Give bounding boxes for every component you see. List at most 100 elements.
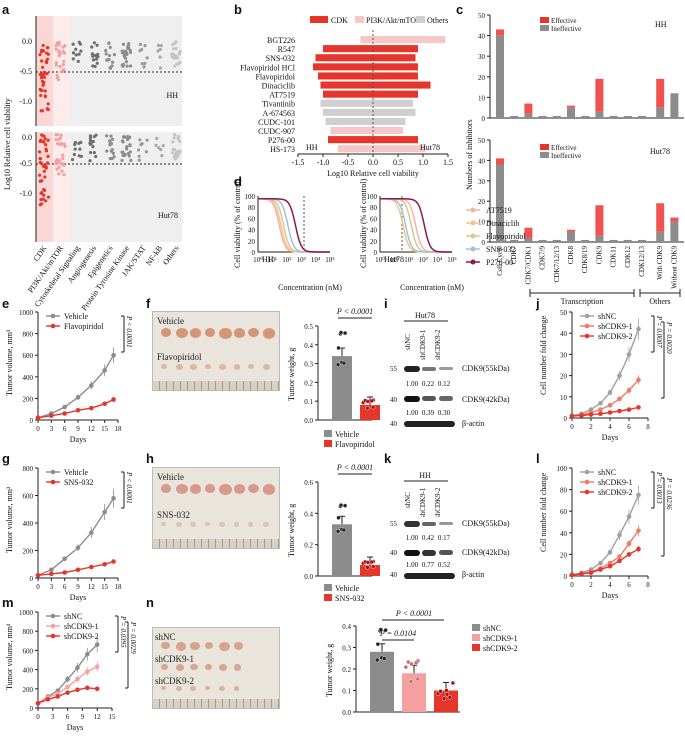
blot-quant: 0.17 [438, 534, 451, 542]
data-point [365, 560, 371, 565]
panel-label-m: m [2, 595, 14, 610]
scatter-point [76, 59, 80, 63]
tumor [161, 328, 172, 337]
x-label: Days [70, 593, 86, 602]
bar-ineffective [510, 239, 519, 242]
bar-ineffective [524, 237, 533, 242]
tumor-photo-h: Vehicle SNS-032 [152, 467, 280, 549]
x-tick-label: 2 [589, 423, 593, 431]
blot-mw: 40 [390, 571, 398, 579]
x-tick-label: 9 [76, 583, 80, 591]
tumor [219, 686, 226, 692]
panel-b-tag-hh: HH [306, 143, 318, 152]
scatter-point [43, 137, 47, 141]
x-tick-label: 12 [88, 583, 96, 591]
scatter-point [71, 42, 75, 46]
y-tick-label: 40 [370, 227, 378, 235]
panel-n-tumor-weight: 0.0 0.1 0.2 0.3 0.4 Tumor weight, g P = 0.0104… [325, 609, 518, 717]
tumor [248, 484, 259, 494]
scatter-point [54, 61, 59, 65]
tumor [175, 522, 182, 528]
panel-i-western-blot: Hut78 shNC shCDK9-1 shCDK9-2 55 40 40 CD… [390, 311, 510, 428]
legend-marker [584, 479, 590, 485]
panel-label-g: g [2, 451, 10, 466]
scatter-point [38, 72, 42, 77]
bar-ineffective [609, 115, 618, 118]
bar [332, 524, 352, 576]
scatter-point [90, 45, 94, 49]
scatter-point [92, 150, 96, 155]
legend-label: shCDK9-2 [483, 644, 518, 653]
bar [402, 673, 426, 712]
scatter-point [44, 164, 48, 168]
scatter-point [43, 175, 47, 179]
scatter-point [55, 167, 59, 171]
bar-ineffective [538, 115, 547, 118]
legend-marker [470, 207, 476, 213]
panel-d-tag-hut78: Hut78 [384, 255, 404, 264]
panel-label-c: c [456, 2, 463, 17]
panel-label-d: d [234, 174, 242, 189]
scatter-point [88, 150, 93, 155]
data-point [383, 627, 388, 633]
bar-effective [524, 227, 533, 238]
panel-d-xlabel-right: Concentration (nM) [400, 283, 464, 292]
y-tick-label: 10 [478, 219, 486, 227]
scatter-point [109, 141, 114, 146]
blot-lane-label: shCDK9-1 [419, 329, 427, 360]
bar-hh [320, 99, 373, 107]
legend-swatch-effective [540, 144, 549, 150]
scatter-point [137, 154, 141, 158]
bar-label: Dinaciclib [262, 82, 295, 91]
bar-ineffective [581, 115, 590, 118]
scatter-point [125, 137, 130, 142]
y-tick-label: 0 [30, 417, 34, 425]
x-tick-label: 10¹ [390, 256, 399, 264]
panel-a-ytick: -0.5 [19, 67, 32, 76]
panel-j-cell-growth: 0 10 20 30 40 50 0 2 4 6 8 Days Cell number fold cha… [539, 309, 673, 442]
y-tick-label: 0.5 [304, 323, 313, 331]
panel-a-bottom-cdk-band [36, 132, 53, 242]
scatter-point [145, 138, 149, 142]
bar-label: R547 [278, 45, 295, 54]
scatter-point [91, 54, 95, 58]
x-tick-label: 9 [76, 425, 80, 433]
y-tick-label: 0.2 [342, 666, 351, 674]
category-label: CDK11 [610, 246, 618, 268]
y-tick-label: 20 [478, 198, 486, 206]
bar-label: Flavopiridol [255, 72, 295, 81]
panel-a-tag-hut78: Hut78 [158, 211, 178, 220]
y-tick-label: 0.2 [304, 542, 313, 550]
x-tick-label: 10⁵ [325, 256, 335, 264]
scatter-point [125, 64, 129, 68]
scatter-point [55, 142, 60, 146]
tumor [204, 664, 212, 670]
blot-quant: 1.00 [406, 380, 419, 388]
bar-label: P276-00 [268, 136, 295, 145]
y-tick-label: 30 [478, 53, 486, 61]
legend-label: shNC [483, 624, 501, 633]
scatter-point [39, 93, 43, 98]
blot-band-label: CDK9(55kDa) [462, 519, 510, 528]
x-tick-label: 10³ [297, 256, 306, 264]
legend-marker [50, 613, 56, 619]
legend-pi3k: PI3K/Akt/mTOR [366, 16, 422, 25]
scatter-point [62, 173, 66, 177]
legend-marker [50, 323, 56, 329]
bar-ineffective [510, 115, 519, 118]
bar-label: BGT226 [267, 36, 295, 45]
legend-label: shCDK9-1 [64, 622, 99, 631]
x-tick-label: 10² [282, 256, 291, 264]
legend-swatch-effective [540, 17, 549, 23]
scatter-point [46, 138, 50, 142]
x-tick-label: 10³ [419, 256, 428, 264]
panel-c-tag-hut78: Hut78 [650, 147, 670, 156]
bar-hut78 [373, 45, 418, 53]
data-point [35, 415, 41, 421]
bar-ineffective [581, 239, 590, 242]
legend-label: Flavopiridol [486, 232, 526, 241]
scatter-point [94, 154, 98, 159]
scatter-point [54, 138, 58, 142]
x-tick-label: 15 [109, 713, 117, 721]
y-tick-label: 0.2 [304, 379, 313, 387]
